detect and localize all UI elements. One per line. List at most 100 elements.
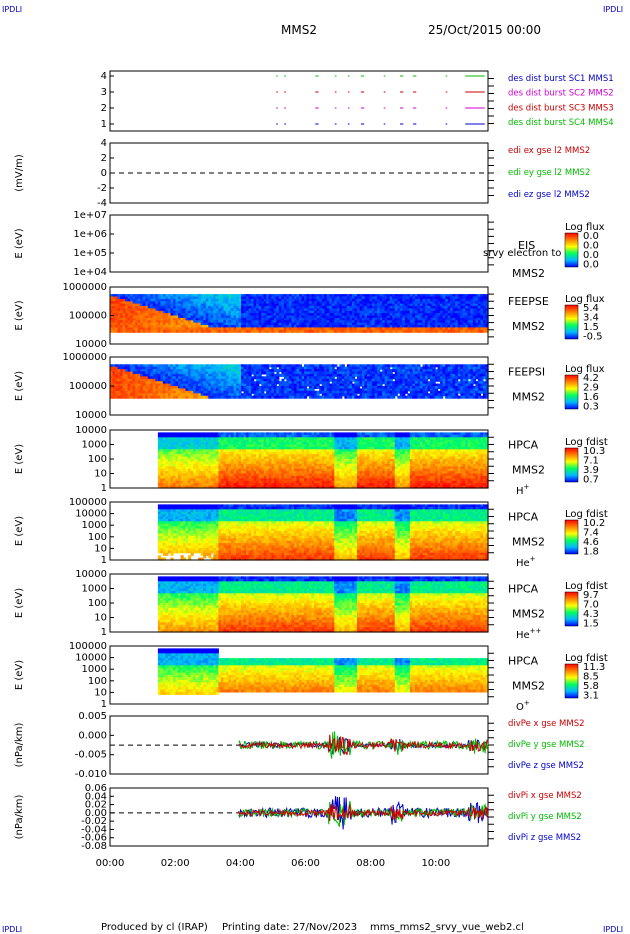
panel-feepse-pixel	[223, 294, 227, 298]
panel-feepse-pixel	[286, 294, 290, 298]
panel-feepse-pixel	[349, 320, 353, 324]
panel-feepse-pixel	[157, 294, 161, 298]
panel-feepse-pixel	[256, 294, 260, 298]
panel-feepse-pixel	[432, 310, 436, 314]
panel-feepse-pixel	[319, 298, 323, 302]
panel-feepse-pixel	[460, 320, 464, 324]
panel-feepse-pixel	[344, 306, 348, 309]
panel-feepse-pixel	[130, 296, 134, 300]
panel-feepse-pixel	[296, 306, 300, 309]
panel-feepse-pixel	[225, 308, 229, 312]
panel-feepsi-pixel	[130, 376, 134, 380]
panel-feepse-pixel	[215, 313, 219, 317]
panel-feepse-pixel	[263, 308, 267, 312]
panel-feepse-pixel	[233, 327, 237, 331]
panel-feepse-pixel	[203, 298, 207, 302]
panel-feepse-pixel	[276, 313, 280, 317]
panel-feepse-pixel	[125, 315, 129, 319]
panel-feepse-pixel	[281, 296, 285, 300]
panel-feepse-pixel	[432, 320, 436, 324]
panel-feepse-pixel	[256, 310, 260, 314]
panel-feepse-pixel	[142, 327, 146, 331]
panel-feepse-pixel	[440, 327, 444, 331]
panel-feepse-pixel	[173, 294, 177, 298]
panel-feepse-pixel	[180, 298, 184, 302]
panel-feepse-pixel	[155, 301, 159, 305]
panel-feepse-pixel	[127, 310, 131, 314]
panel-feepse-pixel	[392, 294, 396, 298]
panel-feepse-pixel	[180, 313, 184, 317]
panel-feepse-pixel	[273, 298, 277, 302]
panel-burst-y-tick-label: 4	[101, 71, 107, 82]
panel-feepse-pixel	[246, 313, 250, 317]
panel-feepse-pixel	[165, 329, 169, 333]
panel-feepse-pixel	[470, 306, 474, 309]
panel-feepsi-pixel	[125, 371, 129, 375]
panel-feepse-pixel	[324, 303, 328, 307]
panel-feepse-pixel	[253, 301, 257, 305]
panel-feepse-pixel	[455, 329, 459, 333]
panel-feepse-pixel	[427, 294, 431, 298]
panel-feepse-pixel	[173, 298, 177, 302]
panel-feepse-pixel	[220, 310, 224, 314]
panel-feepse-pixel	[414, 322, 418, 326]
panel-feepse-pixel	[112, 329, 116, 333]
panel-feepse-pixel	[450, 325, 454, 328]
panel-feepse-pixel	[278, 315, 282, 319]
panel-feepse-pixel	[377, 294, 381, 298]
panel-feepse-pixel	[440, 296, 444, 300]
panel-feepse-pixel	[309, 313, 313, 317]
panel-feepse-pixel	[394, 325, 398, 328]
panel-feepse-pixel	[200, 327, 204, 331]
panel-feepse-pixel	[417, 308, 421, 312]
panel-feepse-pixel	[294, 303, 298, 307]
panel-feepse-pixel	[152, 308, 156, 312]
panel-feepse-pixel	[452, 313, 456, 317]
panel-feepse-pixel	[120, 322, 124, 326]
panel-feepse-pixel	[334, 303, 338, 307]
panel-feepse-pixel	[273, 296, 277, 300]
panel-feepse-pixel	[296, 298, 300, 302]
panel-feepse-pixel	[173, 306, 177, 309]
panel-feepse-pixel	[170, 298, 174, 302]
panel-feepsi-pixel	[147, 369, 151, 373]
panel-feepse-pixel	[243, 313, 247, 317]
panel-feepsi-pixel	[115, 386, 119, 389]
panel-feepsi-pixel	[127, 386, 131, 389]
panel-feepse-pixel	[271, 310, 275, 314]
panel-feepse-pixel	[243, 294, 247, 298]
panel-eis-spacecraft-label: MMS2	[512, 267, 545, 280]
panel-feepse-pixel	[465, 298, 469, 302]
panel-feepse-pixel	[364, 301, 368, 305]
panel-feepse-pixel	[132, 313, 136, 317]
panel-feepse-pixel	[142, 317, 146, 321]
panel-feepse-pixel	[283, 315, 287, 319]
panel-feepse-pixel	[306, 310, 310, 314]
panel-feepse-pixel	[263, 325, 267, 328]
panel-feepse-pixel	[351, 315, 355, 319]
panel-feepse-pixel	[316, 310, 320, 314]
panel-feepse-pixel	[183, 325, 187, 328]
panel-feepse-pixel	[425, 308, 429, 312]
panel-feepse-pixel	[430, 308, 434, 312]
panel-feepse-pixel	[394, 327, 398, 331]
panel-feepse-pixel	[281, 310, 285, 314]
panel-feepse-pixel	[215, 329, 219, 333]
panel-feepse-pixel	[404, 294, 408, 298]
panel-feepse-pixel	[364, 327, 368, 331]
panel-feepse-pixel	[233, 315, 237, 319]
panel-feepse-pixel	[296, 308, 300, 312]
panel-feepse-pixel	[457, 327, 461, 331]
panel-feepse-pixel	[445, 329, 449, 333]
panel-feepse-pixel	[205, 320, 209, 324]
panel-feepse-pixel	[440, 313, 444, 317]
panel-feepse-pixel	[251, 313, 255, 317]
panel-feepse-pixel	[238, 308, 242, 312]
panel-feepse-pixel	[203, 301, 207, 305]
panel-feepse-pixel	[291, 329, 295, 333]
panel-feepse-pixel	[200, 317, 204, 321]
panel-feepse-pixel	[299, 320, 303, 324]
panel-feepse-pixel	[475, 298, 479, 302]
panel-feepse-pixel	[110, 298, 114, 302]
